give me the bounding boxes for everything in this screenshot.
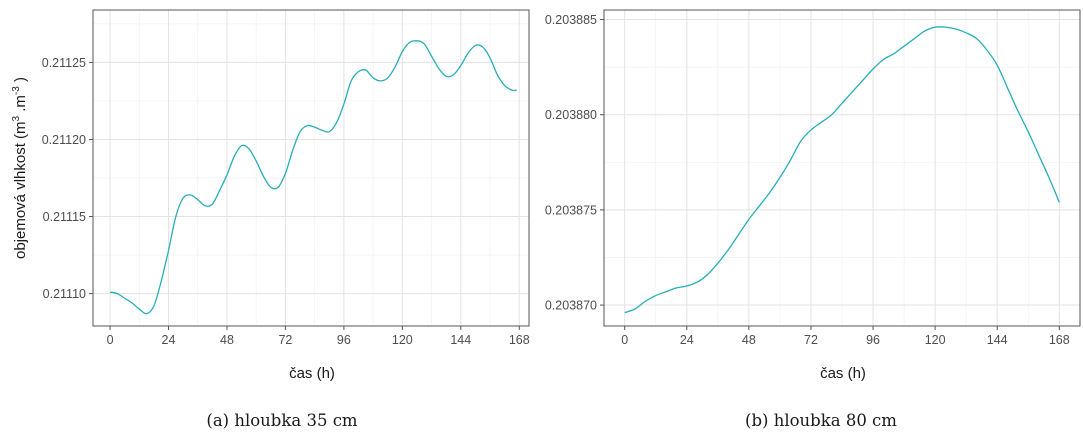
- chart-b-plot-frame: [603, 9, 1081, 327]
- chart-a-caption: (a) hloubka 35 cm: [206, 411, 358, 430]
- chart-a-plot-frame: [92, 9, 530, 327]
- chart-a-x-tick-label: 168: [509, 333, 530, 347]
- chart-a-x-tick-label: 120: [392, 333, 413, 347]
- chart-b-x-tick-label: 24: [680, 333, 694, 347]
- chart-b-x-tick-label: 72: [804, 333, 818, 347]
- chart-a-x-tick-label: 72: [278, 333, 292, 347]
- chart-a-x-tick-label: 24: [162, 333, 176, 347]
- chart-a-x-tick-label: 0: [107, 333, 114, 347]
- chart-panel-a: 0 24 48 72 96 120 144 168 0.21110 0.21115 0.21120 0…: [0, 0, 541, 439]
- chart-b-x-tick-label: 0: [621, 333, 628, 347]
- chart-panel-b: 0 24 48 72 96 120 144 168 0.203870 0.203875 0.2038…: [541, 0, 1083, 439]
- chart-b-y-tick-label: 0.203875: [545, 203, 597, 217]
- chart-b-x-axis-title: čas (h): [820, 365, 866, 382]
- chart-b-caption: (b) hloubka 80 cm: [745, 411, 897, 430]
- chart-a-svg: 0 24 48 72 96 120 144 168 0.21110 0.21115 0.21120 0…: [11, 9, 530, 430]
- chart-b-x-tick-label: 96: [866, 333, 880, 347]
- chart-a-x-axis-title: čas (h): [289, 365, 335, 382]
- chart-a-x-tick-label: 144: [450, 333, 471, 347]
- chart-b-y-tick-label: 0.203885: [545, 13, 597, 27]
- chart-a-series-line: [109, 40, 517, 315]
- chart-a-y-tick-label: 0.21120: [42, 133, 86, 147]
- chart-a-y-tick-label: 0.21110: [43, 287, 86, 301]
- chart-b-series-line: [624, 26, 1060, 314]
- chart-b-x-tick-label: 144: [987, 333, 1008, 347]
- chart-b-y-tick-label: 0.203870: [545, 299, 597, 313]
- chart-a-x-tick-label: 96: [337, 333, 351, 347]
- chart-b-x-tick-label: 168: [1049, 333, 1070, 347]
- chart-a-y-tick-label: 0.21125: [42, 56, 86, 70]
- chart-b-svg: 0 24 48 72 96 120 144 168 0.203870 0.203875 0.2038…: [545, 9, 1081, 430]
- chart-b-x-tick-label: 48: [742, 333, 756, 347]
- chart-b-x-tick-label: 120: [925, 333, 946, 347]
- chart-b-y-tick-label: 0.203880: [545, 108, 597, 122]
- chart-a-x-tick-label: 48: [220, 333, 234, 347]
- chart-a-y-axis-title: objemová vlhkost (m3 .m-3 ): [11, 77, 29, 259]
- chart-a-y-tick-label: 0.21115: [43, 210, 86, 224]
